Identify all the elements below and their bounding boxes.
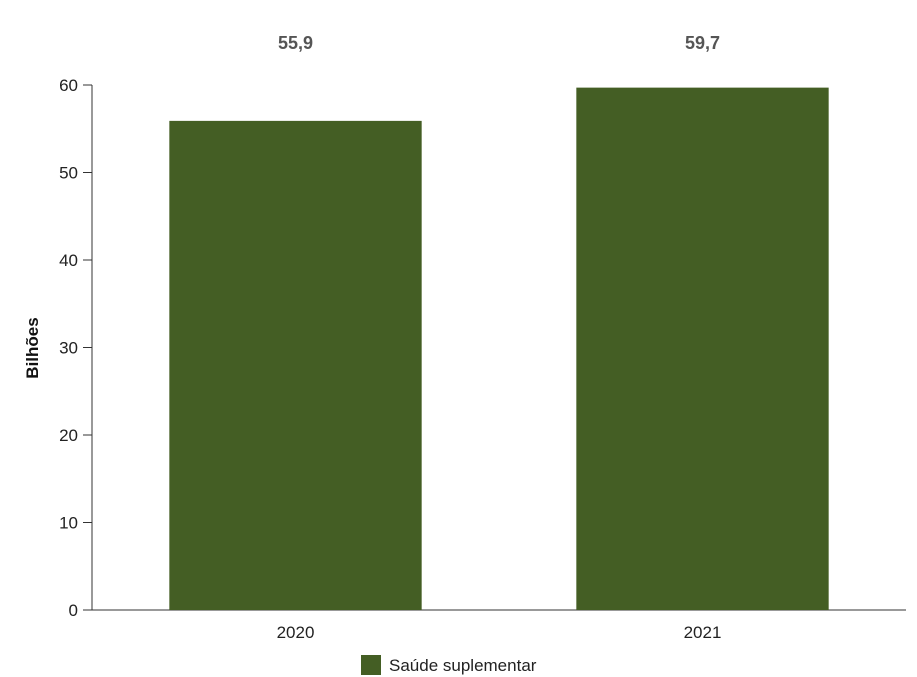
y-axis-title: Bilhões — [23, 317, 42, 378]
x-axis: 2020 2021 — [92, 609, 906, 642]
legend-label: Saúde suplementar — [389, 656, 537, 675]
legend-swatch — [361, 655, 381, 675]
y-tick-label: 20 — [59, 426, 78, 445]
y-tick-label: 50 — [59, 164, 78, 183]
bar-2020 — [169, 120, 422, 610]
y-tick-label: 0 — [69, 601, 78, 620]
y-tick-label: 40 — [59, 251, 78, 270]
x-tick-label: 2021 — [684, 623, 722, 642]
legend: Saúde suplementar — [361, 655, 537, 675]
bar-2021 — [576, 87, 829, 610]
y-axis: 0 10 20 30 40 50 60 — [59, 76, 93, 620]
data-label: 55,9 — [278, 33, 313, 53]
x-tick-label: 2020 — [277, 623, 315, 642]
data-labels: 55,9 59,7 — [278, 33, 720, 53]
data-label: 59,7 — [685, 33, 720, 53]
y-tick-label: 60 — [59, 76, 78, 95]
y-tick-label: 10 — [59, 514, 78, 533]
y-tick-label: 30 — [59, 339, 78, 358]
bars — [169, 87, 829, 610]
